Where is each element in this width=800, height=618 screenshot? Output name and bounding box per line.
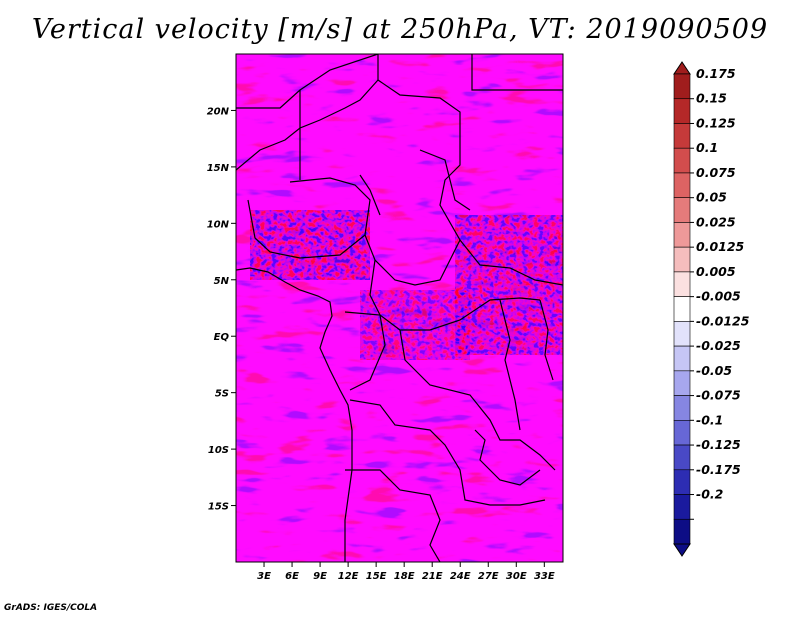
colorbar-top-arrow [673, 61, 691, 75]
colorbar-label: 0.1 [696, 140, 718, 155]
colorbar-swatch [673, 420, 691, 446]
colorbar-swatch [673, 494, 691, 520]
x-tick-label: 30E [506, 571, 527, 582]
colorbar-label: 0.025 [696, 214, 736, 229]
colorbar-swatch [673, 444, 691, 471]
colorbar-swatch [673, 172, 691, 198]
colorbar-label: -0.005 [696, 289, 741, 304]
plot-frame [235, 53, 564, 563]
colorbar-label: -0.125 [696, 437, 741, 452]
x-tick-label: 33E [534, 571, 555, 582]
colorbar-label: -0.0125 [696, 313, 750, 328]
colorbar-label: -0.2 [696, 487, 723, 502]
x-tick-label: 9E [313, 571, 327, 582]
x-tick-label: 27E [478, 571, 499, 582]
y-tick-label: 20N [207, 106, 230, 117]
colorbar-swatch [673, 98, 691, 124]
colorbar-label: -0.175 [696, 462, 741, 477]
colorbar-label: 0.0125 [696, 239, 745, 254]
colorbar-swatch [673, 370, 691, 396]
y-tick-label: 10N [207, 219, 230, 230]
colorbar-label: -0.075 [696, 388, 741, 403]
y-axis: 20N 15N 10N 5N EQ 5S 10S 15S [207, 106, 236, 513]
x-tick-label: 12E [338, 571, 359, 582]
y-tick-label: 10S [208, 445, 229, 456]
colorbar-swatch [673, 147, 691, 174]
colorbar-label: 0.125 [696, 115, 736, 130]
speckle-congo [360, 290, 470, 360]
heatmap-field [236, 54, 563, 562]
speckle-east-africa [455, 215, 563, 355]
colorbar-label: -0.05 [696, 363, 732, 378]
colorbar-swatch [673, 73, 691, 100]
x-tick-label: 6E [285, 571, 299, 582]
colorbar-label: 0.15 [696, 91, 727, 106]
x-tick-label: 24E [450, 571, 471, 582]
grads-credit: GrADS: IGES/COLA [4, 603, 98, 613]
y-tick-label: 15S [208, 502, 229, 513]
colorbar-swatch [673, 246, 691, 273]
colorbar-swatch [673, 197, 691, 223]
x-tick-label: 18E [394, 571, 415, 582]
colorbar-label: 0.005 [696, 264, 736, 279]
colorbar-label: -0.025 [696, 338, 741, 353]
x-tick-label: 15E [366, 571, 387, 582]
colorbar-label: -0.1 [696, 412, 723, 427]
y-tick-label: EQ [214, 332, 230, 343]
y-tick-label: 5S [215, 389, 229, 400]
x-axis: 3E 6E 9E 12E 15E 18E 21E 24E 27E 30E 33E [257, 562, 555, 582]
colorbar-swatch [673, 469, 691, 495]
colorbar-swatch [673, 395, 691, 421]
colorbar-swatch [673, 345, 691, 372]
colorbar-swatch [673, 222, 691, 248]
colorbar-label: 0.175 [696, 66, 736, 81]
colorbar-swatch [673, 296, 691, 322]
chart-title: Vertical velocity [m/s] at 250hPa, VT: 2… [31, 14, 769, 45]
x-tick-label: 21E [422, 571, 443, 582]
colorbar-swatch [673, 271, 691, 297]
x-tick-label: 3E [257, 571, 271, 582]
map-borders [236, 54, 563, 562]
y-tick-label: 5N [214, 276, 230, 287]
colorbar-label: 0.075 [696, 165, 736, 180]
colorbar-bottom-arrow [673, 543, 691, 557]
y-tick-label: 15N [207, 163, 230, 174]
colorbar-swatch [673, 518, 691, 545]
colorbar-swatch [673, 321, 691, 347]
speckle-west-africa [250, 210, 370, 280]
colorbar: 0.175 0.15 0.125 0.1 0.075 0.05 0.025 0.0125 0.0… [673, 61, 750, 557]
colorbar-swatch [673, 123, 691, 149]
colorbar-label: 0.05 [696, 190, 727, 205]
